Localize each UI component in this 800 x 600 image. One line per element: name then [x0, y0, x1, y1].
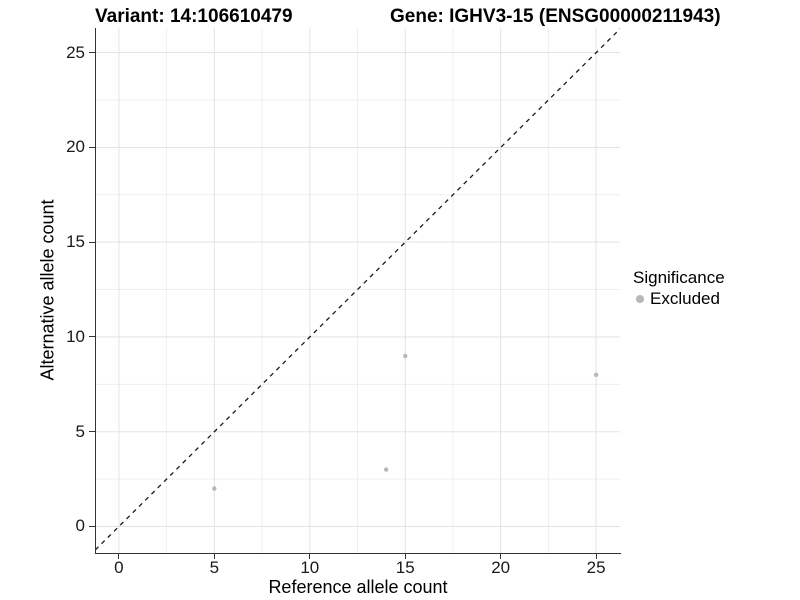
legend-item-label: Excluded [650, 289, 720, 308]
data-point [212, 486, 217, 491]
y-tick-mark [89, 52, 95, 54]
y-tick-label: 0 [75, 516, 85, 536]
x-tick-mark [404, 554, 406, 559]
y-tick-mark [89, 241, 95, 243]
x-tick-mark [118, 554, 120, 559]
legend-point-icon [636, 294, 644, 303]
y-tick-mark [89, 146, 95, 148]
x-tick-label: 10 [300, 558, 320, 577]
y-tick-label: 20 [66, 137, 85, 157]
x-tick-mark [309, 554, 311, 559]
x-axis-line [95, 553, 621, 554]
y-tick-label: 25 [66, 42, 85, 62]
legend: Significance Excluded [633, 267, 725, 309]
data-point [403, 353, 408, 359]
y-tick-mark [89, 525, 95, 527]
y-tick-label: 10 [66, 326, 85, 346]
x-tick-label: 0 [114, 558, 124, 577]
x-tick-mark [500, 554, 502, 559]
y-tick-label: 5 [75, 421, 85, 441]
y-tick-mark [89, 431, 95, 433]
x-axis-title: Reference allele count [268, 577, 448, 597]
x-tick-label: 25 [586, 558, 606, 577]
x-tick-mark [213, 554, 215, 559]
identity-line [96, 28, 620, 551]
legend-item: Excluded [633, 288, 725, 309]
x-tick-label: 20 [491, 558, 511, 577]
gene-title: Gene: IGHV3-15 (ENSG00000211943) [390, 6, 721, 27]
y-tick-mark [89, 336, 95, 338]
y-tick-label: 15 [66, 232, 85, 252]
x-tick-label: 15 [395, 558, 415, 577]
x-tick-label: 5 [209, 558, 220, 577]
data-point [593, 372, 599, 378]
legend-title: Significance [633, 268, 725, 287]
y-axis-title: Alternative allele count [37, 199, 58, 381]
variant-title: Variant: 14:106610479 [95, 6, 293, 27]
plot-panel [96, 28, 620, 553]
y-axis-line [95, 28, 96, 554]
data-point [383, 467, 389, 472]
x-tick-mark [595, 554, 597, 559]
